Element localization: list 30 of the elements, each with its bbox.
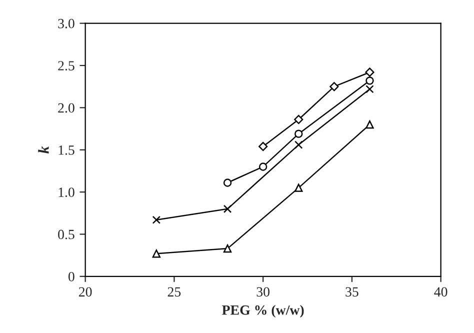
point — [366, 120, 374, 129]
y-tick-label: 0.5 — [58, 230, 74, 240]
y-tick-label: 2.0 — [58, 103, 74, 113]
y-tick-label: 0 — [68, 272, 74, 282]
y-tick-label: 2.5 — [58, 61, 74, 71]
y-axis-title: k — [38, 146, 49, 154]
point — [223, 204, 232, 213]
y-tick-label: 1.5 — [58, 146, 74, 155]
x-tick-label: 20 — [78, 287, 92, 297]
point — [294, 140, 303, 149]
point — [258, 142, 268, 152]
point — [294, 114, 304, 124]
x-tick-label: 40 — [434, 287, 448, 297]
y-tick-label: 1.0 — [58, 188, 74, 198]
x-tick-label: 25 — [168, 287, 181, 297]
point — [223, 178, 232, 187]
point — [152, 216, 161, 224]
x-tick-label: 30 — [256, 287, 270, 297]
point — [294, 184, 303, 192]
point — [294, 130, 303, 138]
y-tick-label: 3.0 — [58, 18, 74, 28]
point — [152, 250, 161, 258]
point — [366, 85, 374, 94]
point — [223, 244, 232, 253]
point — [365, 68, 374, 77]
point — [366, 76, 374, 85]
point — [330, 82, 339, 92]
x-axis-title: PEG % (w/w) — [222, 304, 304, 318]
point — [258, 162, 268, 171]
x-tick-label: 35 — [346, 287, 358, 297]
